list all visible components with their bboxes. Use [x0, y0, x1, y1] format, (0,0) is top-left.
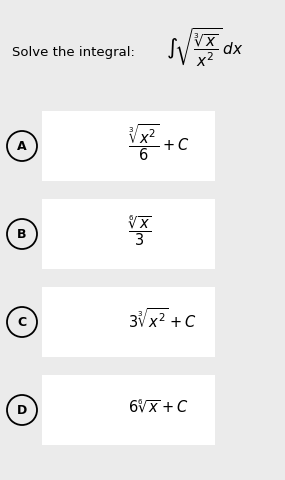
Text: $\dfrac{\sqrt[6]{x}}{3}$: $\dfrac{\sqrt[6]{x}}{3}$ [128, 213, 152, 248]
FancyBboxPatch shape [8, 281, 277, 363]
Text: Solve the integral:: Solve the integral: [12, 46, 135, 59]
Text: C: C [17, 316, 27, 329]
FancyBboxPatch shape [42, 112, 215, 181]
Text: D: D [17, 404, 27, 417]
Text: $\int\!\sqrt{\dfrac{\sqrt[3]{x}}{x^2}}\,dx$: $\int\!\sqrt{\dfrac{\sqrt[3]{x}}{x^2}}\,… [166, 27, 244, 69]
FancyBboxPatch shape [8, 193, 277, 276]
FancyBboxPatch shape [42, 200, 215, 269]
FancyBboxPatch shape [8, 369, 277, 451]
Text: B: B [17, 228, 27, 241]
FancyBboxPatch shape [42, 288, 215, 357]
FancyBboxPatch shape [8, 106, 277, 188]
Text: $3\sqrt[3]{x^2} + C$: $3\sqrt[3]{x^2} + C$ [128, 306, 197, 330]
FancyBboxPatch shape [42, 375, 215, 445]
Text: $\dfrac{\sqrt[3]{x^2}}{6} + C$: $\dfrac{\sqrt[3]{x^2}}{6} + C$ [128, 122, 190, 163]
Text: $6\sqrt[6]{x} + C$: $6\sqrt[6]{x} + C$ [128, 397, 189, 415]
Text: A: A [17, 140, 27, 153]
